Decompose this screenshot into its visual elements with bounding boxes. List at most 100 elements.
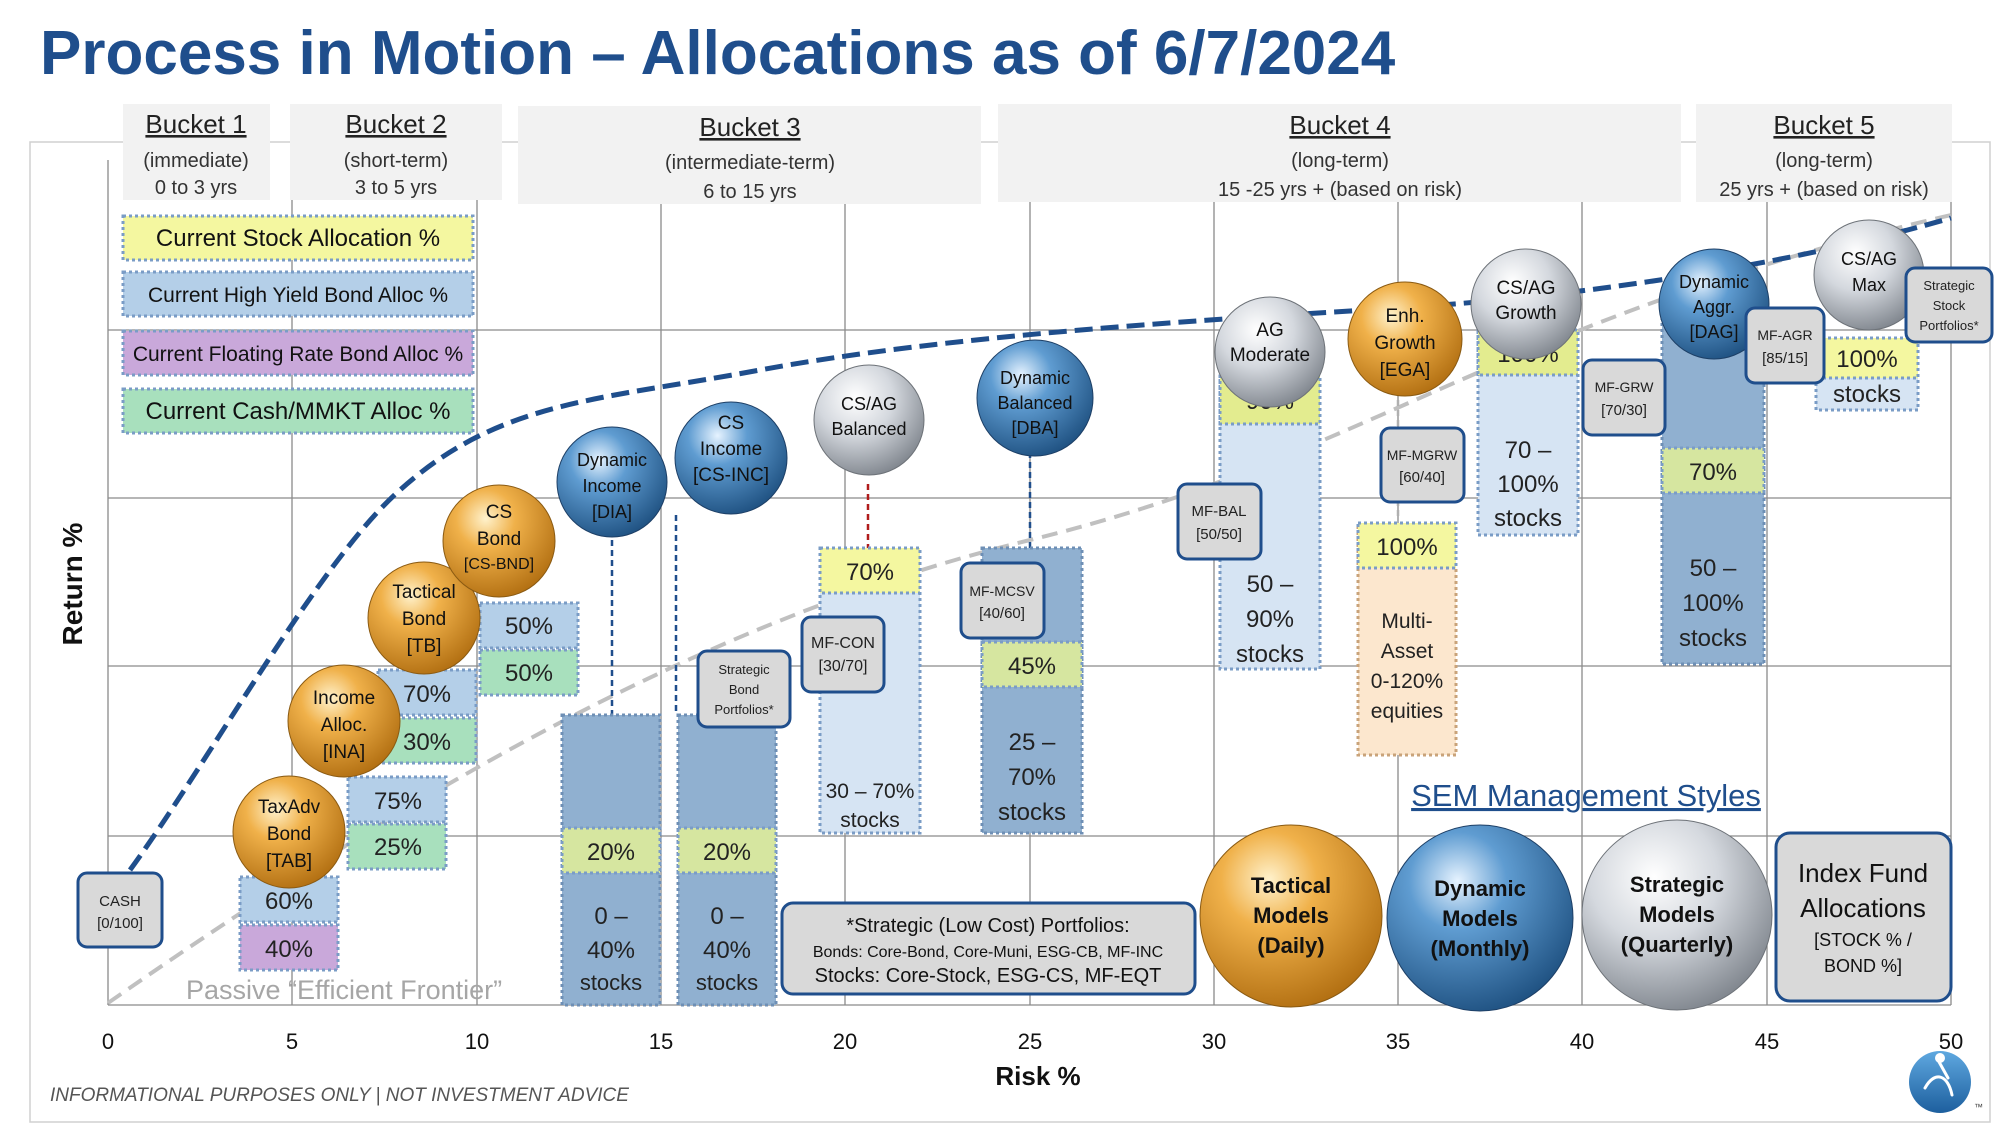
sphere-label: Max — [1852, 275, 1886, 295]
alloc-text: 75% — [374, 788, 422, 815]
sphere-label: Bond — [477, 529, 521, 550]
style-label: (Daily) — [1257, 933, 1324, 958]
sphere-label: [EGA] — [1380, 360, 1431, 381]
style-label: Allocations — [1800, 893, 1926, 923]
alloc-text: stocks — [998, 799, 1066, 826]
alloc-text: 40% — [587, 937, 635, 964]
alloc-text: 20% — [703, 839, 751, 866]
x-tick-label: 30 — [1202, 1029, 1226, 1054]
sphere-ega: Enh. Growth [EGA] — [1347, 281, 1463, 397]
sphere-label: CS/AG — [841, 394, 897, 414]
style-dynamic: Dynamic Models (Monthly) — [1386, 824, 1574, 1012]
strategic-model-spheres: CS/AG Balanced AG Moderate CS/AG Growth … — [813, 219, 1925, 476]
sphere-label: CS/AG — [1841, 249, 1897, 269]
sphere-label: [TB] — [407, 636, 442, 657]
alloc-text: 50% — [505, 613, 553, 640]
sphere-label: Balanced — [997, 393, 1072, 413]
bucket-title: Bucket 5 — [1773, 110, 1874, 140]
style-label: Models — [1253, 903, 1329, 928]
sphere-label: Bond — [402, 609, 446, 630]
sphere-label: Dynamic — [1000, 368, 1070, 388]
alloc-text: 0-120% — [1371, 670, 1443, 693]
sphere-label: Dynamic — [1679, 272, 1749, 292]
index-label: [60/40] — [1399, 469, 1445, 486]
sphere-label: TaxAdv — [258, 797, 321, 818]
index-mf-con: MF-CON [30/70] — [800, 615, 886, 694]
disclaimer: INFORMATIONAL PURPOSES ONLY | NOT INVEST… — [50, 1085, 629, 1106]
bucket-2: Bucket 2 (short-term) 3 to 5 yrs — [290, 104, 502, 200]
x-tick-label: 15 — [649, 1029, 673, 1054]
tactical-model-spheres: TaxAdv Bond [TAB] Income Alloc. [INA] Ta… — [232, 281, 1463, 889]
alloc-text: 70% — [1689, 459, 1737, 486]
alloc-text: 30 – 70% — [826, 780, 915, 803]
sphere-label: [DBA] — [1011, 418, 1058, 438]
bucket-range: 3 to 5 yrs — [355, 177, 437, 199]
style-label: [STOCK % / — [1814, 930, 1912, 950]
legend-cash: Current Cash/MMKT Alloc % — [146, 398, 451, 425]
style-tactical: Tactical Models (Daily) — [1199, 824, 1383, 1008]
alloc-text: stocks — [840, 809, 900, 832]
style-label: Tactical — [1251, 873, 1331, 898]
alloc-text: 30% — [403, 729, 451, 756]
strategic-label: Strategic — [718, 662, 770, 677]
sphere-label: CS — [718, 413, 744, 434]
alloc-text: 100% — [1836, 346, 1897, 373]
bucket-range: 6 to 15 yrs — [703, 181, 796, 203]
alloc-text: 25% — [374, 834, 422, 861]
sphere-csag-max: CS/AG Max — [1813, 219, 1925, 331]
sphere-tb: Tactical Bond [TB] — [367, 561, 481, 675]
alloc-text: stocks — [1236, 641, 1304, 668]
alloc-text: 0 – — [594, 903, 628, 930]
bucket-title: Bucket 1 — [145, 109, 246, 139]
bucket-title: Bucket 4 — [1289, 110, 1390, 140]
sphere-label: CS — [486, 502, 512, 523]
index-label: [50/50] — [1196, 526, 1242, 543]
style-label: Strategic — [1630, 872, 1724, 897]
efficient-frontier-line — [127, 215, 1952, 872]
bucket-subtitle: (short-term) — [344, 150, 448, 172]
alloc-text: 40% — [703, 937, 751, 964]
sphere-label: [INA] — [323, 742, 365, 763]
sphere-label: [TAB] — [266, 851, 312, 872]
footnote-box: *Strategic (Low Cost) Portfolios: Bonds:… — [780, 901, 1197, 996]
index-label: [0/100] — [97, 915, 143, 932]
company-logo: ™ — [1909, 1051, 1983, 1113]
bucket-title: Bucket 2 — [345, 109, 446, 139]
sphere-dba: Dynamic Balanced [DBA] — [976, 339, 1094, 457]
x-tick-label: 0 — [102, 1029, 114, 1054]
index-label: [40/60] — [979, 605, 1025, 622]
style-label: Models — [1442, 906, 1518, 931]
x-tick-label: 35 — [1386, 1029, 1410, 1054]
style-label: Models — [1639, 902, 1715, 927]
bucket-subtitle: (long-term) — [1775, 150, 1873, 172]
x-tick-label: 40 — [1570, 1029, 1594, 1054]
alloc-text: equities — [1371, 700, 1443, 723]
strategic-label: Portfolios* — [1919, 318, 1978, 333]
bucket-headers: Bucket 1 (immediate) 0 to 3 yrs Bucket 2… — [123, 104, 1952, 204]
sphere-dag: Dynamic Aggr. [DAG] — [1658, 248, 1770, 360]
alloc-text: 100% — [1376, 534, 1437, 561]
style-label: (Monthly) — [1431, 936, 1530, 961]
style-label: Dynamic — [1434, 876, 1526, 901]
page-title: Process in Motion – Allocations as of 6/… — [40, 19, 1396, 88]
sphere-label: [CS-INC] — [693, 465, 769, 486]
bucket-4: Bucket 4 (long-term) 15 -25 yrs + (based… — [998, 104, 1681, 202]
alloc-text: 70% — [1008, 764, 1056, 791]
index-mf-agr: MF-AGR [85/15] — [1744, 306, 1826, 385]
allocation-boxes: 60% 40% 75% 25% 70% 30% 50% 50% 20% 0 – … — [238, 310, 1920, 1007]
style-label: (Quarterly) — [1621, 932, 1733, 957]
y-axis-title: Return % — [57, 522, 88, 645]
sphere-label: CS/AG — [1496, 278, 1555, 299]
legend-floating-rate: Current Floating Rate Bond Alloc % — [133, 343, 463, 366]
sphere-ag-moderate: AG Moderate — [1214, 296, 1326, 408]
alloc-text: 45% — [1008, 653, 1056, 680]
alloc-text: stocks — [1679, 625, 1747, 652]
alloc-text: 0 – — [710, 903, 744, 930]
sphere-label: Moderate — [1230, 345, 1310, 366]
sphere-cs-inc: CS Income [CS-INC] — [674, 401, 788, 515]
footnote-line-1: *Strategic (Low Cost) Portfolios: — [846, 915, 1129, 937]
x-tick-label: 5 — [286, 1029, 298, 1054]
sphere-label: Alloc. — [321, 715, 367, 736]
legend-stock: Current Stock Allocation % — [156, 225, 440, 252]
